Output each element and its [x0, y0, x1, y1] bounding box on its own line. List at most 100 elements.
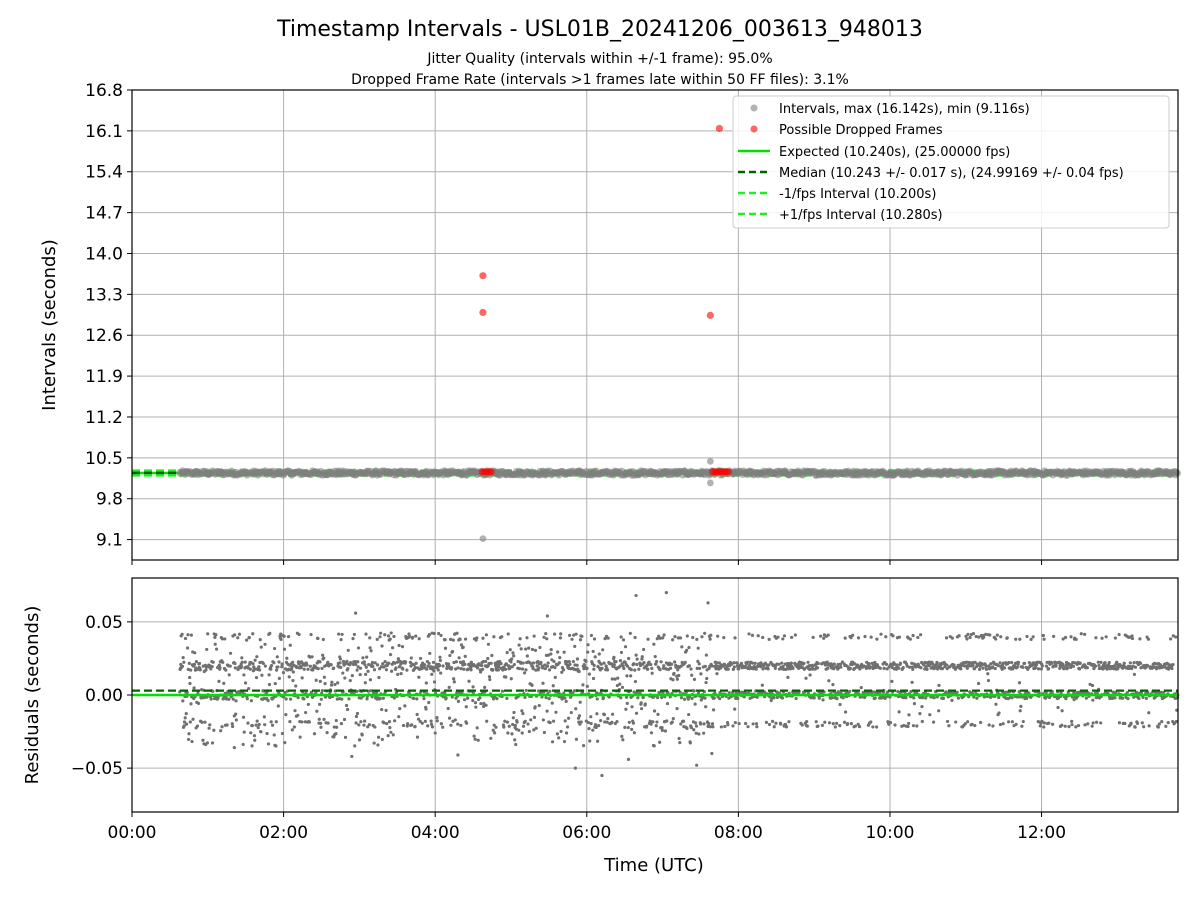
- residual-point: [918, 712, 922, 716]
- residual-point: [275, 655, 279, 659]
- residual-point: [240, 660, 244, 664]
- residual-point: [868, 665, 873, 669]
- residual-point: [209, 667, 213, 671]
- residual-point: [685, 648, 689, 652]
- residual-point: [494, 725, 498, 729]
- residual-point: [816, 661, 820, 666]
- residual-point: [521, 711, 525, 716]
- residual-point: [891, 634, 895, 638]
- residual-point: [444, 696, 448, 700]
- residual-point: [897, 710, 901, 714]
- residual-point: [416, 717, 421, 721]
- residual-point: [344, 703, 349, 708]
- residual-point: [919, 666, 923, 670]
- residual-point: [698, 722, 703, 726]
- residual-point: [1019, 704, 1023, 708]
- residual-point: [431, 665, 435, 669]
- residual-point: [284, 697, 288, 701]
- residual-point: [669, 662, 674, 666]
- residual-point: [492, 635, 496, 639]
- residual-point: [630, 727, 634, 732]
- residual-point: [326, 721, 330, 725]
- residual-point: [320, 666, 324, 670]
- residual-point: [1170, 666, 1174, 671]
- residual-point: [253, 738, 257, 742]
- residual-point: [1171, 662, 1175, 667]
- residual-point: [417, 637, 421, 641]
- residual-point: [364, 672, 368, 676]
- residual-point: [710, 664, 714, 668]
- residual-point: [285, 656, 289, 660]
- residual-point: [954, 720, 958, 724]
- residual-point: [615, 720, 619, 724]
- x-axis-label: Time (UTC): [603, 855, 704, 876]
- residual-point: [998, 722, 1003, 727]
- residual-point: [181, 699, 185, 703]
- residual-point: [564, 731, 569, 735]
- residual-point: [214, 647, 219, 651]
- residual-point: [764, 720, 769, 724]
- residual-point: [997, 695, 1001, 700]
- residual-point: [556, 650, 560, 654]
- residual-point: [333, 682, 337, 687]
- residual-point: [335, 725, 339, 729]
- residual-point: [846, 722, 850, 726]
- residual-point: [513, 723, 517, 728]
- residual-point: [257, 665, 261, 669]
- residual-point: [1025, 696, 1029, 700]
- residual-point: [532, 634, 536, 638]
- residual-point: [435, 716, 439, 720]
- residual-point: [941, 696, 946, 700]
- residual-point: [772, 725, 776, 729]
- residual-point: [675, 677, 679, 681]
- residual-point: [496, 668, 500, 672]
- residual-point: [591, 676, 596, 681]
- residual-point: [271, 696, 275, 700]
- residual-point: [694, 724, 699, 728]
- residual-point: [587, 726, 591, 731]
- residual-point: [381, 662, 385, 666]
- residual-point: [368, 636, 372, 640]
- residual-point: [201, 738, 205, 742]
- residual-point: [511, 651, 515, 655]
- residual-point: [466, 667, 470, 671]
- residual-point: [784, 725, 789, 729]
- residual-point: [1049, 661, 1054, 666]
- residual-point: [625, 674, 629, 678]
- residual-point: [575, 663, 579, 667]
- residual-point: [843, 710, 848, 714]
- residual-point: [573, 644, 577, 649]
- residual-point: [500, 635, 504, 639]
- residual-point: [251, 632, 255, 636]
- residual-point: [259, 730, 263, 734]
- residual-point: [356, 646, 361, 650]
- residual-point: [635, 657, 639, 661]
- residual-point: [823, 720, 827, 724]
- residual-point: [1113, 696, 1117, 700]
- residual-point: [1123, 721, 1127, 726]
- residual-point: [473, 737, 477, 741]
- residual-point: [426, 724, 430, 728]
- residual-point: [804, 676, 808, 680]
- residual-point: [356, 660, 360, 664]
- residual-point: [430, 725, 435, 729]
- residual-point: [950, 636, 954, 640]
- legend: Intervals, max (16.142s), min (9.116s) P…: [732, 95, 1170, 229]
- residual-point: [408, 634, 412, 639]
- residual-point: [456, 699, 461, 704]
- residual-point: [209, 697, 213, 701]
- residual-point: [526, 722, 530, 726]
- residual-point: [188, 720, 192, 724]
- residual-point: [981, 666, 985, 670]
- residual-point: [1083, 632, 1087, 636]
- residual-point: [591, 649, 595, 654]
- intervals-y-axis-label: Intervals (seconds): [39, 239, 60, 411]
- residual-point: [907, 713, 911, 717]
- residual-point: [461, 660, 466, 664]
- residual-point: [263, 642, 267, 646]
- residual-point: [248, 667, 252, 671]
- residual-point: [637, 667, 641, 671]
- residual-point: [268, 631, 272, 635]
- residual-point: [413, 725, 417, 729]
- residual-point: [375, 663, 380, 667]
